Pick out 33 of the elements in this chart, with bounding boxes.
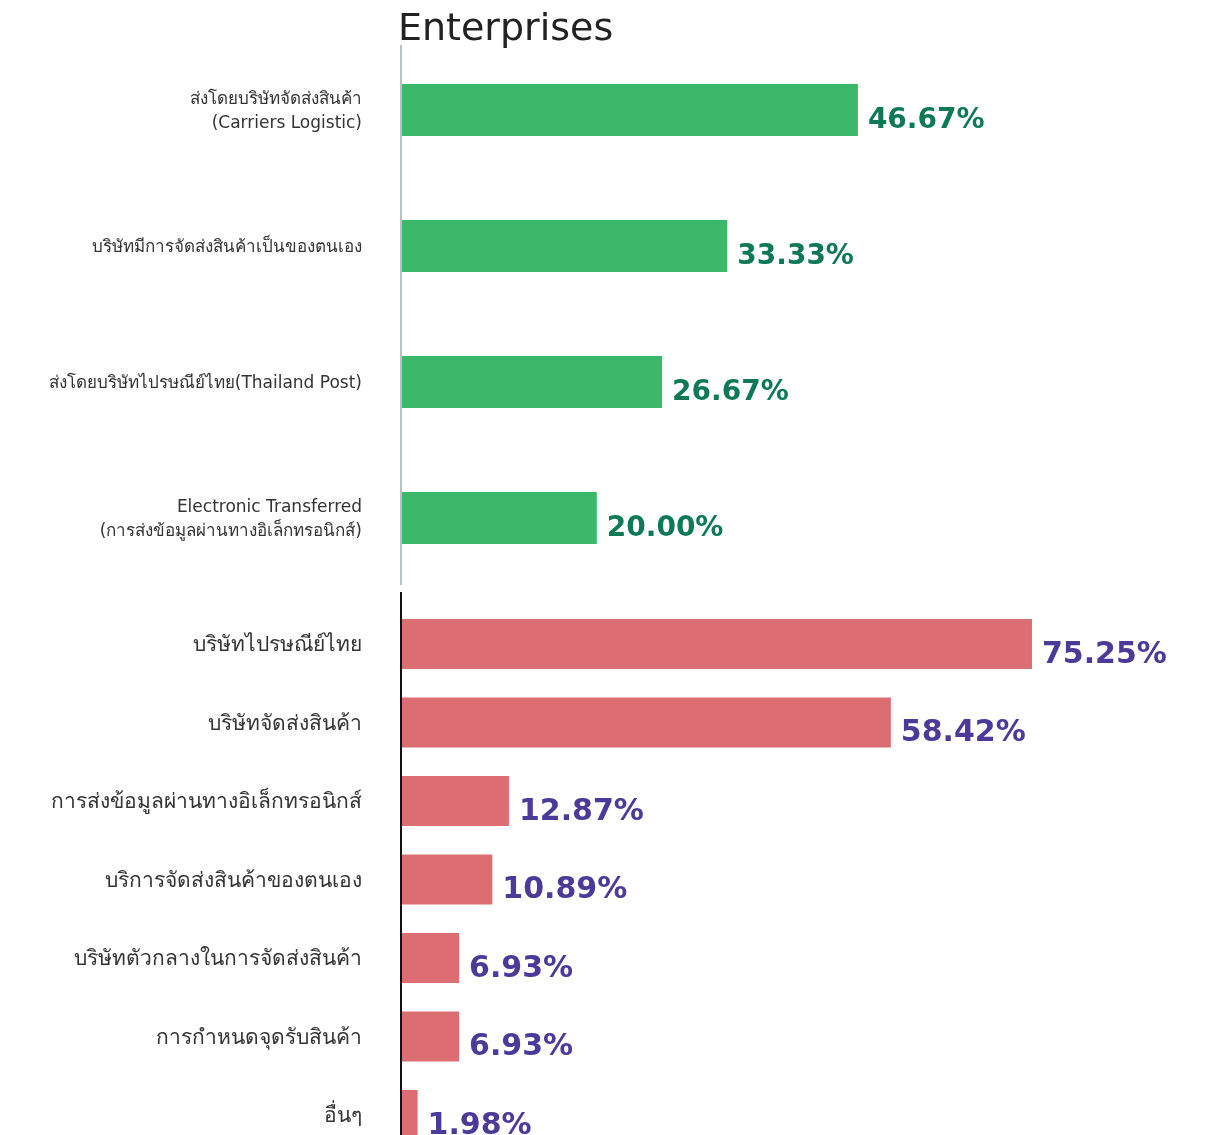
y-tick-label: บริษัทตัวกลางในการจัดส่งสินค้า (74, 946, 362, 971)
chart-title: Enterprises (398, 5, 614, 49)
bar (401, 220, 728, 272)
y-tick-label: บริการจัดส่งสินค้าของตนเอง (105, 867, 362, 892)
data-label: 6.93% (469, 1027, 574, 1062)
data-label: 46.67% (867, 101, 985, 135)
data-label: 33.33% (737, 237, 854, 271)
y-tick-label: ส่งโดยบริษัทไปรษณีย์ไทย(Thailand Post) (48, 371, 362, 392)
data-label: 12.87% (518, 791, 644, 827)
bar (401, 697, 891, 748)
y-tick-label: การกำหนดจุดรับสินค้า (156, 1024, 362, 1050)
bar (401, 776, 509, 826)
bar (401, 619, 1032, 669)
data-label: 58.42% (900, 713, 1026, 748)
y-tick-label: บริษัทไปรษณีย์ไทย (193, 632, 362, 657)
y-tick-label: บริษัทมีการจัดส่งสินค้าเป็นของตนเอง (92, 234, 362, 256)
bar (401, 1011, 460, 1062)
data-label: 75.25% (1041, 634, 1167, 670)
bar (401, 492, 597, 544)
data-label: 26.67% (672, 373, 789, 407)
bar (401, 854, 493, 905)
y-tick-label: บริษัทจัดส่งสินค้า (208, 710, 362, 735)
y-tick-label: อื่นๆ (324, 1100, 362, 1128)
y-tick-label: ส่งโดยบริษัทจัดส่งสินค้า (Carriers Logistic) (190, 87, 362, 133)
bar (401, 356, 663, 408)
data-label: 6.93% (469, 948, 574, 984)
y-tick-label: การส่งข้อมูลผ่านทางอิเล็กทรอนิกส์ (51, 787, 362, 815)
bar (401, 933, 460, 983)
bar (401, 84, 858, 136)
data-label: 20.00% (606, 509, 724, 543)
y-tick-label: Electronic Transferred (การส่งข้อมูลผ่านทางอิเล็กทรอนิกส์) (99, 495, 362, 542)
data-label: 1.98% (427, 1105, 532, 1135)
data-label: 10.89% (502, 870, 628, 905)
